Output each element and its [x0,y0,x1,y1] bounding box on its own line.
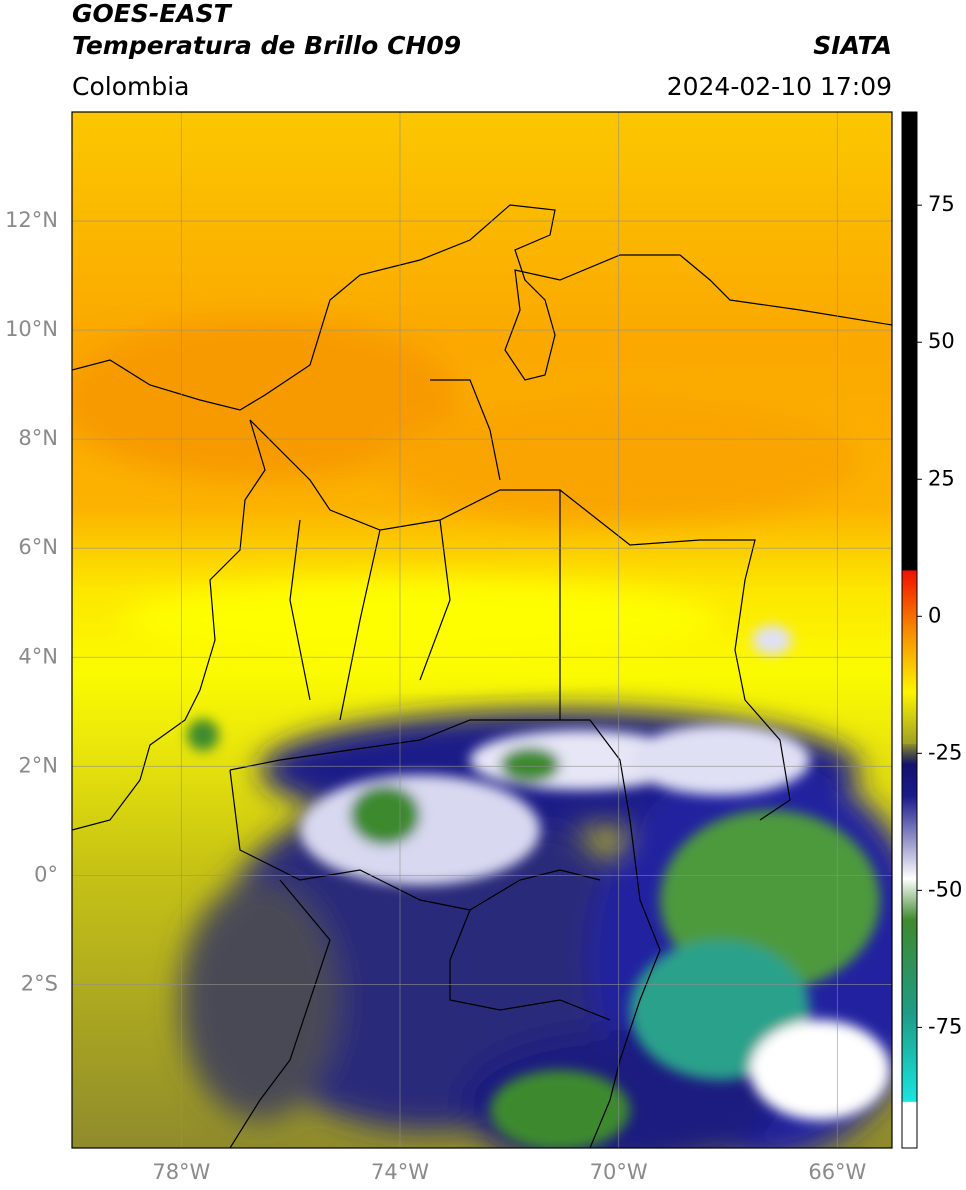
y-tick-label: 4°N [18,644,58,668]
colorbar-tick-label: -50 [928,877,962,901]
map-frame [71,111,893,1149]
y-tick-label: 8°N [18,426,58,450]
colorbar-axis: 75 50 25 0 -25 -50 -75 [917,192,962,1038]
x-tick-label: 78°W [152,1160,210,1184]
y-tick-label: 2°N [18,753,58,777]
y-tick-label: 10°N [5,317,58,341]
title: GOES-EAST [72,0,233,28]
x-tick-label: 66°W [808,1160,866,1184]
y-tick-label: 0° [34,862,58,886]
colorbar [901,111,918,1149]
colorbar-tick-label: 25 [928,466,955,490]
borders [72,204,892,1148]
y-tick-label: 2°S [21,971,58,995]
x-tick-label: 74°W [371,1160,429,1184]
satellite-image [72,112,892,1148]
colorbar-tick-label: -75 [928,1014,962,1038]
y-tick-label: 6°N [18,535,58,559]
colorbar-tick-label: 75 [928,192,955,216]
region: Colombia [72,72,189,101]
grid [72,112,892,1148]
subtitle: Temperatura de Brillo CH09 [72,31,461,60]
datetime: 2024-02-10 17:09 [667,72,892,101]
colorbar-tick-label: 0 [928,603,941,627]
colorbar-tick-label: -25 [928,740,962,764]
colorbar-tick-label: 50 [928,329,955,353]
source: SIATA [813,31,892,60]
x-tick-label: 70°W [590,1160,648,1184]
y-tick-label: 12°N [5,208,58,232]
